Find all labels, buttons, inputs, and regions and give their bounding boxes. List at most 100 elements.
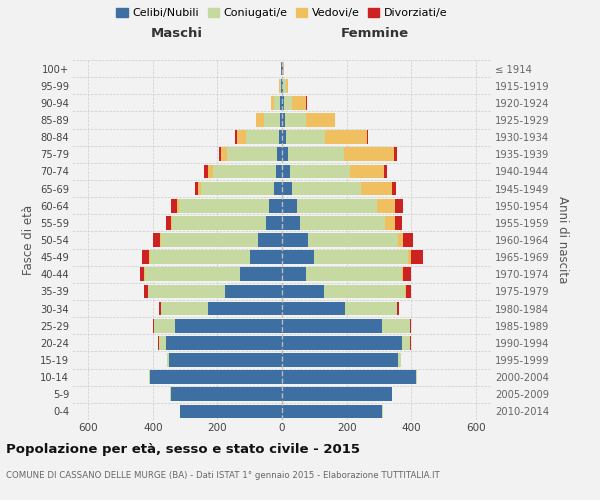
Bar (282, 388, 392, 401)
Bar (395, 216, 401, 230)
Bar (284, 113, 305, 127)
Bar (226, 284, 282, 298)
Bar (170, 216, 172, 230)
Bar (282, 113, 284, 127)
Bar (208, 164, 212, 178)
Bar (166, 216, 170, 230)
Bar (235, 130, 237, 144)
Bar (145, 268, 240, 281)
Bar (172, 216, 266, 230)
Text: COMUNE DI CASSANO DELLE MURGE (BA) - Dati ISTAT 1° gennaio 2015 - Elaborazione T: COMUNE DI CASSANO DELLE MURGE (BA) - Dat… (6, 471, 440, 480)
Bar (282, 284, 324, 298)
Y-axis label: Anni di nascita: Anni di nascita (556, 196, 569, 284)
Bar (288, 148, 344, 161)
Bar (282, 302, 345, 316)
Bar (290, 164, 350, 178)
Bar (161, 233, 258, 247)
Bar (247, 130, 279, 144)
Bar (282, 319, 382, 332)
Y-axis label: Fasce di età: Fasce di età (22, 205, 35, 275)
Bar (325, 130, 367, 144)
Bar (166, 336, 282, 349)
Bar (269, 199, 282, 212)
Bar (160, 233, 161, 247)
Bar (382, 404, 383, 418)
Bar (377, 199, 395, 212)
Bar (410, 319, 411, 332)
Bar (282, 233, 308, 247)
Bar (282, 353, 398, 367)
Bar (142, 250, 149, 264)
Bar (271, 96, 274, 110)
Bar (282, 199, 296, 212)
Bar (281, 79, 282, 92)
Bar (282, 79, 283, 92)
Bar (177, 199, 179, 212)
Text: Femmine: Femmine (340, 27, 409, 40)
Bar (280, 79, 281, 92)
Bar (308, 233, 398, 247)
Bar (170, 388, 282, 401)
Bar (145, 284, 148, 298)
Bar (258, 233, 282, 247)
Bar (167, 353, 169, 367)
Bar (283, 79, 286, 92)
Bar (221, 148, 227, 161)
Bar (274, 96, 280, 110)
Bar (282, 370, 416, 384)
Bar (411, 250, 422, 264)
Bar (282, 404, 382, 418)
Bar (367, 130, 368, 144)
Bar (305, 113, 335, 127)
Bar (394, 148, 397, 161)
Bar (154, 319, 175, 332)
Bar (344, 148, 394, 161)
Bar (286, 130, 325, 144)
Bar (154, 233, 160, 247)
Legend: Celibi/Nubili, Coniugati/e, Vedovi/e, Divorziati/e: Celibi/Nubili, Coniugati/e, Vedovi/e, Di… (114, 6, 450, 20)
Bar (201, 182, 274, 196)
Bar (397, 302, 399, 316)
Bar (158, 336, 159, 349)
Bar (279, 130, 282, 144)
Bar (280, 96, 282, 110)
Bar (306, 96, 307, 110)
Bar (282, 164, 290, 178)
Bar (392, 182, 396, 196)
Bar (384, 164, 387, 178)
Bar (401, 336, 410, 349)
Bar (170, 199, 177, 212)
Bar (275, 164, 282, 178)
Bar (280, 113, 282, 127)
Bar (264, 113, 280, 127)
Bar (361, 182, 392, 196)
Bar (292, 96, 306, 110)
Bar (140, 268, 145, 281)
Bar (286, 79, 288, 92)
Bar (350, 164, 384, 178)
Bar (227, 148, 277, 161)
Bar (282, 148, 288, 161)
Bar (282, 182, 292, 196)
Bar (385, 216, 395, 230)
Bar (277, 148, 282, 161)
Bar (283, 62, 284, 76)
Bar (398, 353, 401, 367)
Bar (314, 250, 408, 264)
Bar (161, 302, 208, 316)
Bar (306, 268, 401, 281)
Bar (279, 79, 280, 92)
Bar (403, 233, 413, 247)
Bar (403, 268, 411, 281)
Bar (282, 336, 401, 349)
Bar (256, 113, 264, 127)
Bar (406, 284, 410, 298)
Bar (345, 302, 397, 316)
Bar (284, 96, 292, 110)
Bar (219, 148, 221, 161)
Bar (149, 370, 282, 384)
Bar (324, 284, 405, 298)
Bar (300, 216, 385, 230)
Bar (405, 284, 406, 298)
Bar (159, 336, 166, 349)
